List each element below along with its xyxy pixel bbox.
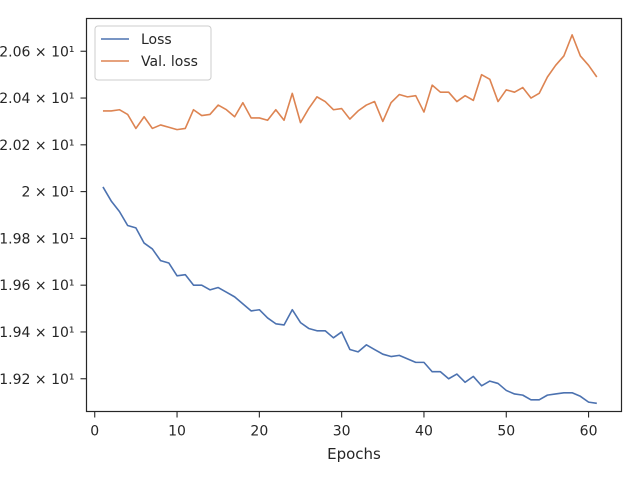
x-tick-label: 60 [580, 424, 598, 440]
y-tick-label: 2 × 10¹ [22, 185, 75, 201]
plot-frame [85, 17, 623, 413]
series-layer [102, 34, 598, 405]
x-tick-label: 50 [497, 424, 515, 440]
y-axis: 1.92 × 10¹ 1.94 × 10¹ 1.96 × 10¹ 1.98 × 10¹… [0, 44, 87, 388]
y-tick-label: 1.98 × 10¹ [0, 231, 75, 247]
y-tick-label: 2.04 × 10¹ [0, 91, 75, 107]
legend-label-2: Val. loss [141, 54, 198, 70]
legend: Loss Val. loss [94, 25, 212, 81]
series-line-1 [102, 186, 597, 405]
legend-label-1: Loss [141, 32, 172, 48]
x-tick-label: 30 [333, 424, 351, 440]
y-tick-label: 2.06 × 10¹ [0, 44, 75, 60]
x-tick-label: 0 [90, 424, 99, 440]
y-tick-label: 1.96 × 10¹ [0, 278, 75, 294]
plot-area [86, 18, 622, 412]
x-tick-label: 20 [250, 424, 268, 440]
x-tick-label: 10 [168, 424, 186, 440]
x-axis-title: Epochs [327, 445, 381, 463]
y-tick-label: 2.02 × 10¹ [0, 138, 75, 154]
x-axis: 0 10 20 30 40 50 60 [90, 411, 598, 440]
series-line-2 [102, 34, 598, 131]
y-tick-label: 1.94 × 10¹ [0, 325, 75, 341]
x-tick-label: 40 [415, 424, 433, 440]
y-tick-label: 1.92 × 10¹ [0, 372, 75, 388]
